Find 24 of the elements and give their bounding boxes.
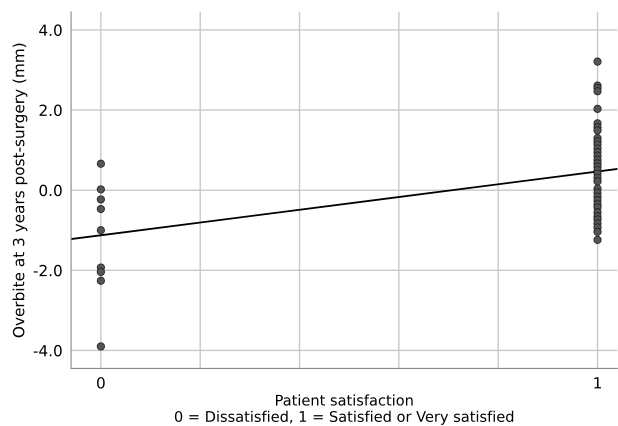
point bbox=[96, 268, 105, 276]
point bbox=[96, 160, 105, 168]
point bbox=[96, 342, 105, 351]
point bbox=[96, 185, 105, 194]
point bbox=[593, 236, 602, 244]
point bbox=[593, 228, 602, 236]
point bbox=[96, 276, 105, 285]
x-axis-title: Patient satisfaction 0 = Dissatisfied, 1 = Satisfied or Very satisfied bbox=[174, 394, 514, 425]
x-tick-label: 1 bbox=[594, 377, 601, 388]
y-tick-label: 4.0 bbox=[39, 24, 62, 36]
point bbox=[593, 177, 602, 186]
y-tick-label: 2.0 bbox=[40, 104, 62, 116]
point bbox=[593, 104, 602, 113]
point bbox=[96, 226, 105, 234]
y-axis-title: Overbite at 3 years post-surgery (mm) bbox=[12, 44, 28, 338]
y-tick-label: 0.0 bbox=[39, 184, 62, 196]
point bbox=[593, 87, 602, 96]
y-tick-label: -2.0 bbox=[34, 264, 62, 276]
y-tick-label: -4.0 bbox=[34, 344, 62, 356]
x-tick-label: 0 bbox=[97, 377, 105, 389]
point bbox=[96, 195, 105, 204]
point bbox=[96, 204, 105, 214]
point bbox=[593, 58, 602, 66]
point bbox=[593, 126, 602, 135]
